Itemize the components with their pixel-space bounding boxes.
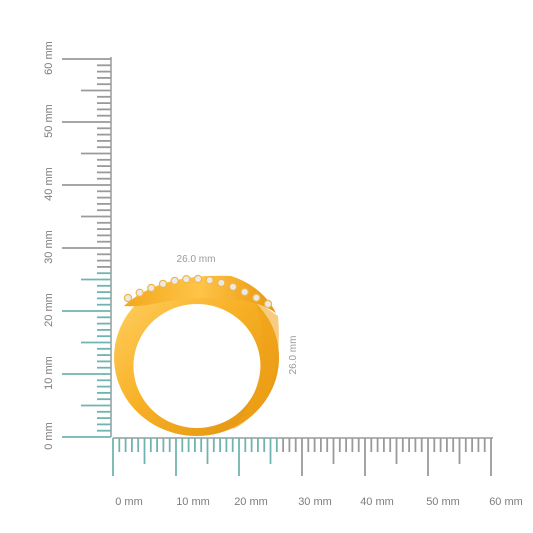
ring-stone	[240, 287, 249, 297]
y-label-20: 20 mm	[43, 293, 55, 327]
ring-stone	[182, 275, 191, 284]
y-label-30: 30 mm	[43, 230, 55, 264]
ring-shank-face	[232, 300, 279, 430]
horizontal-ruler-ticks	[112, 438, 492, 476]
ring-stone	[217, 278, 226, 288]
vertical-ruler-labels: 0 mm 10 mm 20 mm 30 mm 40 mm 50 mm 60 mm	[43, 41, 55, 450]
ring-stone	[205, 276, 214, 285]
x-label-50: 50 mm	[426, 496, 460, 508]
vertical-ruler-ticks	[62, 58, 111, 438]
ring-stone-row	[123, 274, 273, 309]
ring-band	[114, 279, 280, 436]
ring-stone	[135, 288, 144, 297]
ring-stone	[123, 293, 133, 303]
x-label-10: 10 mm	[176, 496, 210, 508]
ring-stone	[252, 293, 261, 302]
ring-stone	[158, 279, 168, 289]
x-label-60: 60 mm	[489, 496, 523, 508]
x-label-0: 0 mm	[115, 496, 143, 508]
ring-stone	[193, 274, 203, 284]
vertical-ruler: 0 mm 10 mm 20 mm 30 mm 40 mm 50 mm 60 mm	[43, 41, 112, 450]
y-label-60: 60 mm	[43, 41, 55, 75]
ring-stone	[228, 282, 238, 292]
ring-stone	[263, 299, 273, 309]
x-label-30: 30 mm	[298, 496, 332, 508]
ring-width-label: 26.0 mm	[177, 254, 216, 265]
horizontal-ruler-labels: 0 mm 10 mm 20 mm 30 mm 40 mm 50 mm 60 mm	[115, 496, 523, 508]
y-label-0: 0 mm	[43, 422, 55, 450]
y-label-10: 10 mm	[43, 356, 55, 390]
ring-stone	[170, 276, 179, 286]
x-label-40: 40 mm	[360, 496, 394, 508]
y-label-40: 40 mm	[43, 167, 55, 201]
x-label-20: 20 mm	[234, 496, 268, 508]
y-label-50: 50 mm	[43, 104, 55, 138]
ring-image	[114, 274, 280, 436]
ring-stone	[147, 283, 156, 293]
ring-height-label: 26.0 mm	[288, 336, 299, 375]
horizontal-ruler: 0 mm 10 mm 20 mm 30 mm 40 mm 50 mm 60 mm	[112, 437, 523, 508]
